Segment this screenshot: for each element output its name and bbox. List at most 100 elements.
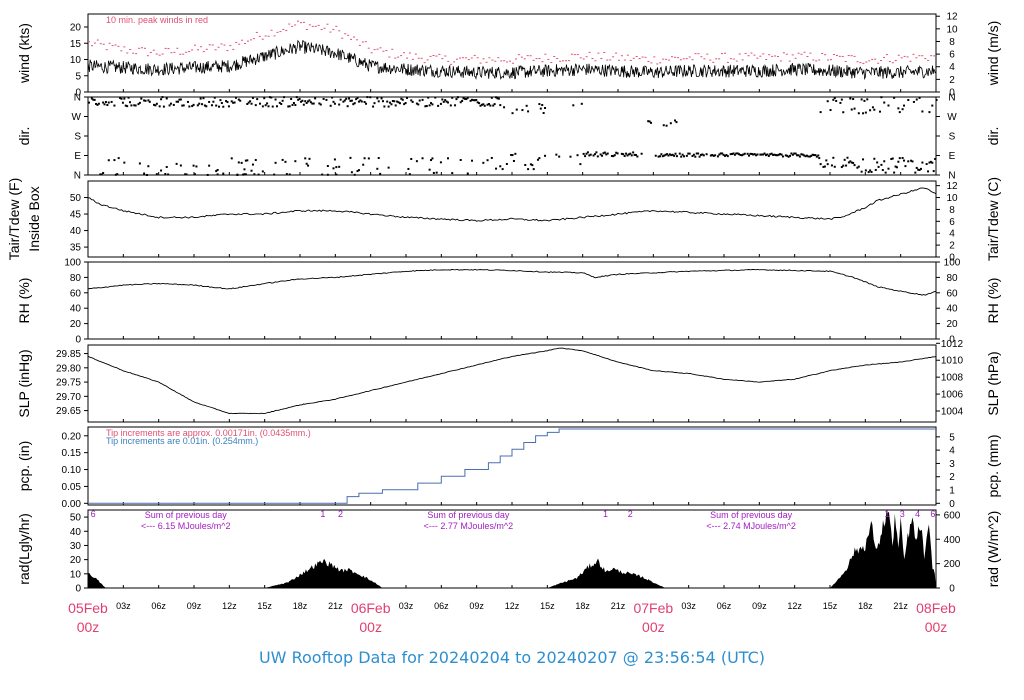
x-day-sublabel: 00z: [359, 619, 382, 635]
dir-point: [640, 152, 643, 155]
left-axis-label: dir.: [16, 127, 32, 146]
dir-point: [813, 154, 816, 157]
dir-point: [869, 169, 872, 172]
dir-point: [685, 154, 688, 157]
dir-point: [738, 153, 741, 156]
left-tick-label: 15: [70, 39, 82, 50]
dir-point: [654, 154, 657, 157]
dir-point: [658, 155, 661, 158]
dir-point: [901, 108, 904, 111]
right-tick-label: 6: [949, 50, 955, 61]
dir-point: [630, 154, 633, 157]
dir-point: [929, 160, 932, 163]
dir-point: [427, 96, 430, 99]
dir-point: [527, 110, 530, 113]
dir-point: [469, 99, 472, 102]
dir-point: [355, 98, 358, 101]
dir-point: [250, 102, 253, 105]
dir-point: [434, 96, 437, 99]
rad-note-title: Sum of previous day: [427, 510, 510, 520]
dir-point: [800, 153, 803, 156]
left-tick-label: E: [74, 151, 81, 162]
rad-note-value: <--- 2.74 MJoules/m^2: [706, 521, 796, 531]
left-tick-label: 0: [75, 584, 81, 595]
dir-point: [932, 170, 935, 173]
rad-marker: 1: [884, 509, 889, 519]
dir-point: [833, 96, 836, 99]
left-tick-label: 10: [70, 569, 82, 580]
x-hour-label: 03z: [116, 601, 131, 611]
dir-point: [881, 169, 884, 172]
dir-point: [267, 105, 270, 108]
right-tick-label: 12: [946, 12, 958, 23]
dir-point: [177, 100, 180, 103]
dir-point: [242, 173, 245, 176]
dir-point: [246, 159, 249, 162]
dir-point: [314, 97, 317, 100]
dir-point: [403, 103, 406, 106]
dir-point: [683, 155, 686, 158]
x-hour-label: 09z: [469, 601, 484, 611]
dir-point: [893, 96, 896, 99]
dir-point: [798, 155, 801, 158]
right-tick-label: 0: [949, 335, 955, 346]
dir-point: [377, 100, 380, 103]
dir-point: [431, 157, 434, 160]
dir-point: [883, 160, 886, 163]
dir-point: [921, 161, 924, 164]
dir-point: [789, 154, 792, 157]
dir-point: [312, 102, 315, 105]
dir-point: [350, 171, 353, 174]
rad-note-title: Sum of previous day: [145, 510, 228, 520]
dir-point: [748, 154, 751, 157]
dir-point: [202, 97, 205, 100]
dir-point: [107, 101, 110, 104]
dir-point: [511, 154, 514, 157]
dir-point: [840, 98, 843, 101]
dir-point: [525, 104, 528, 107]
dir-point: [165, 97, 168, 100]
dir-point: [147, 99, 150, 102]
dir-point: [873, 108, 876, 111]
dir-point: [620, 152, 623, 155]
dir-point: [869, 109, 872, 112]
dir-point: [345, 97, 348, 100]
dir-point: [538, 103, 541, 106]
right-tick-label: 6: [949, 217, 955, 228]
dir-point: [478, 102, 481, 105]
rad-area: [88, 510, 936, 588]
dir-point: [849, 97, 852, 100]
dir-point: [356, 96, 359, 99]
dir-point: [633, 153, 636, 156]
dir-point: [179, 164, 182, 167]
panel-frame: [87, 261, 937, 340]
right-tick-label: 80: [946, 273, 958, 284]
dir-point: [887, 167, 890, 170]
dir-point: [256, 98, 259, 101]
dir-point: [273, 173, 276, 176]
dir-point: [893, 171, 896, 174]
dir-point: [698, 155, 701, 158]
dir-point: [124, 104, 127, 107]
dir-point: [731, 152, 734, 155]
dir-point: [369, 96, 372, 99]
dir-point: [302, 103, 305, 106]
dir-point: [195, 165, 198, 168]
dir-point: [805, 154, 808, 157]
dir-point: [383, 105, 386, 108]
dir-point: [579, 163, 582, 166]
x-day-sublabel: 00z: [77, 619, 100, 635]
dir-point: [210, 104, 213, 107]
dir-point: [825, 159, 828, 162]
dir-point: [300, 100, 302, 103]
dir-point: [671, 153, 674, 156]
x-axis: 03z 06z 09z 12z 15z 18z 21z 03z 06z 09z 12z 15z 18z 2…: [68, 600, 956, 635]
left-tick-label: 40: [70, 226, 82, 237]
dir-point: [363, 101, 366, 104]
left-tick-label: N: [74, 93, 81, 104]
dir-point: [752, 153, 755, 156]
dir-point: [251, 96, 254, 99]
dir-point: [357, 100, 360, 103]
right-tick-label: 400: [944, 535, 961, 546]
